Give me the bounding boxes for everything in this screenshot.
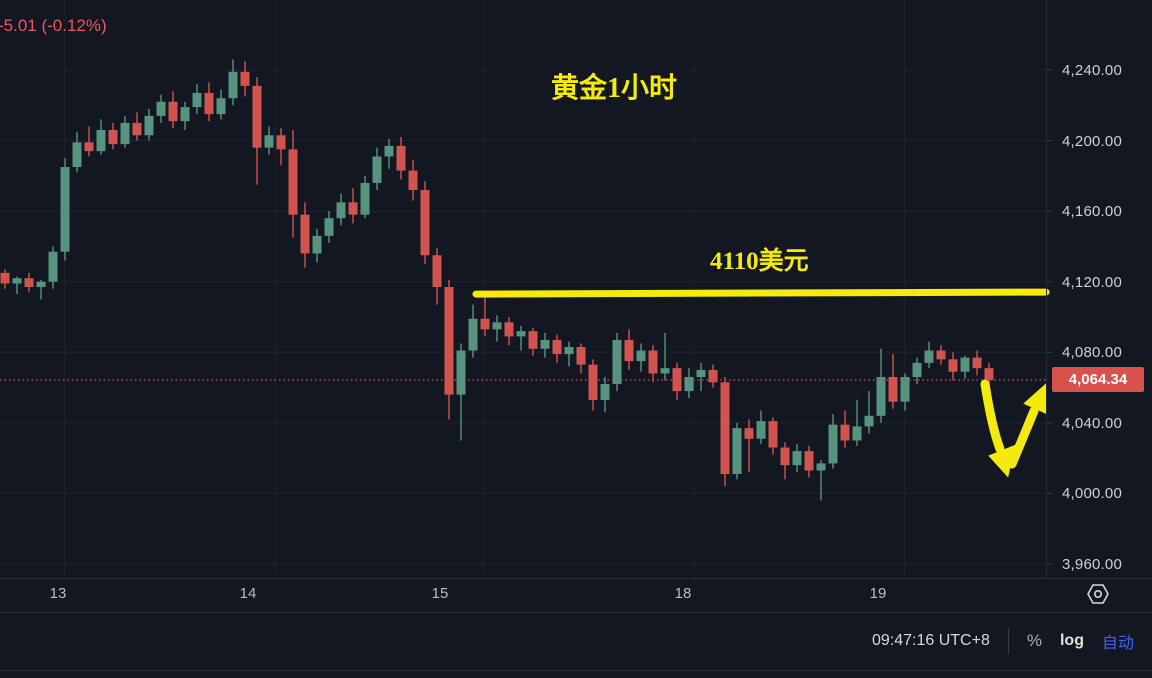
- clock-timestamp[interactable]: 09:47:16 UTC+8: [872, 632, 990, 649]
- price-axis-label: 4,160.00: [1062, 203, 1122, 221]
- time-axis-label: 18: [674, 585, 692, 602]
- trend-arrow: [980, 379, 1047, 478]
- price-axis-label: 4,000.00: [1062, 485, 1122, 503]
- toolbar-top-border: [0, 612, 1152, 613]
- time-axis-label: 19: [869, 585, 887, 602]
- toolbar-bottom-border: [0, 670, 1152, 671]
- price-axis-label: 4,200.00: [1062, 132, 1122, 150]
- bottom-toolbar: 09:47:16 UTC+8 % log 自动: [872, 620, 1134, 662]
- time-axis-label: 14: [239, 585, 257, 602]
- price-axis-label: 4,240.00: [1062, 62, 1122, 79]
- support-level-label: 4110美元: [710, 248, 809, 275]
- percent-scale-button[interactable]: %: [1026, 631, 1042, 650]
- log-scale-button[interactable]: log: [1059, 632, 1084, 649]
- hexagon-settings-icon[interactable]: [1086, 583, 1110, 605]
- support-level-line: [472, 288, 1050, 298]
- time-axis-label: 13: [49, 585, 67, 602]
- price-axis-label: 4,080.00: [1062, 344, 1122, 362]
- last-price-badge: 4,064.34: [1052, 367, 1144, 393]
- candlestick-series: [0, 59, 994, 501]
- grid-lines: [0, 0, 1052, 578]
- symbol-change-text: -5.01 (-0.12%): [0, 16, 107, 35]
- price-axis-border: [1046, 0, 1047, 578]
- price-axis-label: 4,040.00: [1062, 414, 1122, 432]
- chart-title-annotation: 黄金1小时: [551, 73, 678, 104]
- toolbar-divider: [1007, 628, 1009, 654]
- auto-scale-button[interactable]: 自动: [1101, 635, 1134, 652]
- price-axis-label: 3,960.00: [1062, 556, 1122, 573]
- price-axis-label: 4,120.00: [1062, 273, 1122, 291]
- time-axis-label: 15: [431, 585, 449, 602]
- time-axis-border: [0, 578, 1152, 579]
